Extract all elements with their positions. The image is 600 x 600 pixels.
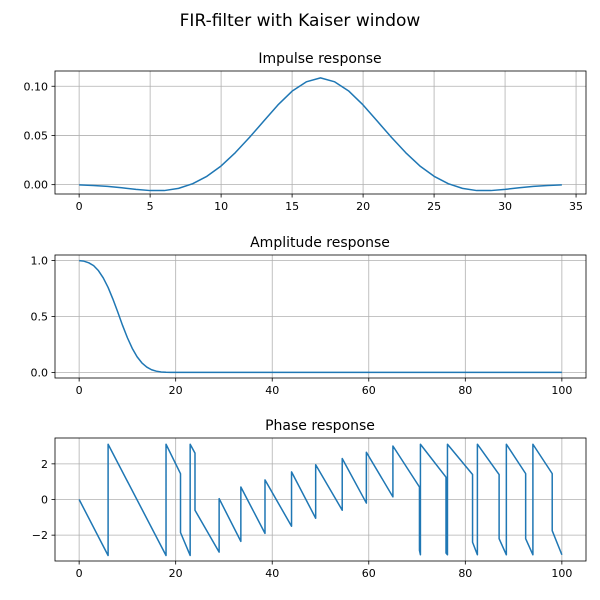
x-tick-label: 60 (362, 384, 376, 397)
x-tick-label: 60 (362, 567, 376, 580)
y-tick-label: 1.0 (31, 255, 49, 268)
y-tick-label: 0.05 (24, 129, 49, 142)
y-tick-label: 0.5 (31, 311, 49, 324)
axes-title: Phase response (265, 418, 375, 434)
x-tick-label: 20 (356, 200, 370, 213)
x-tick-label: 40 (265, 567, 279, 580)
y-tick-label: 0.00 (24, 179, 49, 192)
x-tick-label: 0 (76, 200, 83, 213)
y-tick-label: 0 (41, 494, 48, 507)
x-tick-label: 80 (458, 384, 472, 397)
x-tick-label: 40 (265, 384, 279, 397)
subplot-amplitude-response: Amplitude response 0 20 40 60 80 100 0.0 0.5 1.0 (31, 235, 587, 397)
x-tick-label: 10 (214, 200, 228, 213)
x-tick-label: 35 (569, 200, 583, 213)
x-tick-label: 0 (76, 384, 83, 397)
axes-title: Impulse response (258, 51, 381, 67)
x-tick-label: 20 (169, 384, 183, 397)
x-tick-label: 15 (285, 200, 299, 213)
series-line (79, 259, 562, 374)
x-tick-label: 0 (76, 567, 83, 580)
x-tick-label: 100 (551, 567, 572, 580)
subplot-phase-response: Phase response 0 20 40 60 80 100 −2 0 2 (32, 418, 587, 580)
figure-title: FIR-filter with Kaiser window (180, 11, 421, 31)
y-tick-label: 0.0 (31, 366, 49, 379)
x-tick-label: 100 (551, 384, 572, 397)
x-tick-label: 80 (458, 567, 472, 580)
y-tick-label: −2 (32, 529, 48, 542)
axes-title: Amplitude response (250, 235, 390, 251)
x-tick-label: 5 (147, 200, 154, 213)
y-tick-label: 2 (41, 458, 48, 471)
subplot-impulse-response: Impulse response 0 5 10 15 20 25 30 35 0.00 0.05 0… (24, 51, 587, 213)
series-line (78, 443, 563, 557)
series-line (79, 77, 562, 192)
y-tick-label: 0.10 (24, 80, 49, 93)
axes-frame (54, 70, 587, 195)
x-tick-label: 30 (498, 200, 512, 213)
x-tick-label: 20 (169, 567, 183, 580)
x-tick-label: 25 (427, 200, 441, 213)
